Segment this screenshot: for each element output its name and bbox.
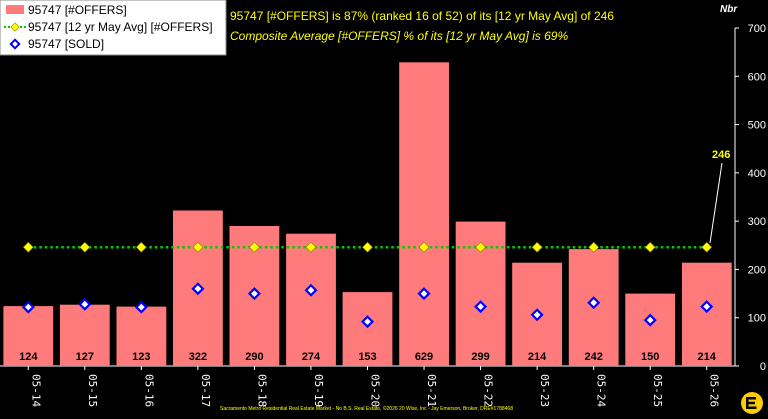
- bar-value-label: 299: [471, 351, 489, 363]
- avg-marker: [192, 241, 204, 253]
- bar-value-label: 214: [528, 351, 547, 363]
- summary-line-1: 95747 [#OFFERS] is 87% (ranked 16 of 52)…: [230, 9, 614, 23]
- x-tick-label: 05-26: [708, 374, 721, 407]
- y-tick-label: 500: [748, 120, 766, 132]
- sold-point: [191, 282, 205, 296]
- sold-point: [643, 313, 657, 327]
- sold-point: [134, 300, 148, 314]
- avg-marker: [701, 241, 713, 253]
- footer-credit: Sacramento Metro Residential Real Estate…: [220, 405, 513, 412]
- bar-value-label: 123: [132, 351, 150, 363]
- y-tick-label: 100: [748, 313, 766, 325]
- avg-marker: [644, 241, 656, 253]
- bar-value-label: 242: [585, 351, 603, 363]
- legend-swatch-offers: [6, 5, 24, 14]
- sold-point: [587, 296, 601, 310]
- y-tick-label: 300: [748, 216, 766, 228]
- bar-value-label: 127: [76, 351, 94, 363]
- bar-value-label: 274: [302, 351, 321, 363]
- bar-05-21: [399, 62, 449, 367]
- x-tick-label: 05-24: [595, 374, 608, 407]
- bar-05-16: [116, 306, 167, 366]
- sold-point: [417, 287, 431, 301]
- y-tick-label: 700: [748, 23, 766, 35]
- avg-marker: [362, 241, 373, 253]
- legend-swatch-sold: [9, 38, 21, 50]
- x-tick-label: 05-17: [199, 374, 212, 407]
- legend: 95747 [#OFFERS] 95747 [12 yr May Avg] [#…: [0, 0, 227, 56]
- legend-label-avg: 95747 [12 yr May Avg] [#OFFERS]: [28, 20, 213, 34]
- avg-line-series: [22, 241, 713, 253]
- sold-point: [247, 287, 261, 301]
- x-tick-label: 05-14: [29, 374, 42, 407]
- bar-value-label: 150: [641, 351, 659, 363]
- legend-label-offers: 95747 [#OFFERS]: [28, 3, 127, 17]
- sold-point: [78, 297, 92, 311]
- avg-callout-label: 246: [712, 149, 730, 161]
- x-tick-label: 05-22: [482, 374, 495, 407]
- x-tick-label: 05-19: [312, 374, 325, 407]
- bar-05-15: [59, 304, 110, 366]
- brand-logo-mark: [746, 397, 757, 409]
- x-axis-ticks: 05-14 05-15 05-16 05-17 05-18 05-19 05-20 05-21…: [27, 366, 721, 407]
- bar-05-20: [342, 292, 393, 366]
- legend-label-sold: 95747 [SOLD]: [28, 37, 104, 51]
- sold-point: [474, 300, 488, 314]
- x-tick-label: 05-25: [651, 374, 664, 407]
- summary-line-2: Composite Average [#OFFERS] % of its [12…: [230, 29, 568, 43]
- avg-marker: [531, 241, 543, 253]
- bar-05-19: [286, 233, 336, 366]
- avg-callout: 246: [709, 149, 730, 244]
- y-tick-label: 200: [748, 264, 766, 276]
- legend-box: [0, 0, 227, 56]
- x-tick-label: 05-16: [142, 374, 155, 407]
- bar-05-25: [625, 293, 676, 366]
- sold-point: [21, 300, 35, 314]
- bar-value-label: 322: [189, 351, 207, 363]
- sold-point: [304, 283, 318, 297]
- avg-marker: [418, 241, 430, 253]
- avg-callout-leader: [709, 162, 723, 244]
- sold-point: [700, 300, 714, 314]
- x-tick-label: 05-20: [369, 374, 382, 407]
- bar-value-label: 214: [698, 351, 717, 363]
- bar-05-14: [3, 306, 54, 366]
- y-tick-label: 0: [760, 361, 766, 373]
- y-axis-label: Nbr: [720, 4, 738, 15]
- sold-series: [21, 282, 714, 329]
- bar-value-label: 124: [19, 351, 38, 363]
- y-tick-label: 600: [748, 71, 766, 83]
- avg-marker: [249, 241, 260, 253]
- bar-value-label: 153: [358, 351, 376, 363]
- avg-marker: [475, 241, 486, 253]
- x-tick-label: 05-23: [538, 374, 551, 407]
- avg-marker: [588, 241, 600, 253]
- x-tick-label: 05-15: [86, 374, 99, 407]
- bar-labels: 124 127 123 322 290 274 153 629 299 214 242 150 214: [19, 351, 717, 363]
- bar-value-label: 290: [245, 351, 263, 363]
- bar-05-26: [681, 262, 732, 366]
- y-axis-ticks: 0 100 200 300 400 500 600 700: [735, 23, 766, 373]
- x-tick-label: 05-18: [255, 374, 268, 407]
- brand-logo: [741, 392, 763, 414]
- sold-point: [360, 315, 375, 329]
- bars: [3, 62, 732, 367]
- bar-value-label: 629: [415, 351, 433, 363]
- avg-marker: [135, 241, 147, 253]
- avg-marker: [79, 241, 91, 253]
- avg-marker: [22, 241, 34, 253]
- x-tick-label: 05-21: [425, 374, 438, 407]
- y-tick-label: 400: [748, 168, 766, 180]
- legend-swatch-avg-marker: [10, 22, 20, 32]
- avg-marker: [305, 241, 317, 253]
- sold-point: [530, 308, 544, 322]
